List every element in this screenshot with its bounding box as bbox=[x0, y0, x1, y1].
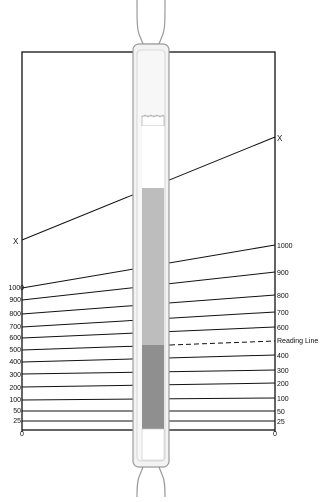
right-label-900: 900 bbox=[277, 270, 289, 277]
right-label-400: 400 bbox=[277, 353, 289, 360]
x-marker-left: X bbox=[13, 237, 19, 246]
right-label-200: 200 bbox=[277, 381, 289, 388]
tube-bottom-neck bbox=[136, 466, 166, 498]
stain-light bbox=[142, 188, 164, 345]
right-label-50: 50 bbox=[277, 409, 285, 416]
left-label-1000: 1000 bbox=[8, 285, 24, 292]
right-label-25: 25 bbox=[277, 419, 285, 426]
left-label-700: 700 bbox=[9, 324, 21, 331]
tube-top-neck bbox=[136, 0, 166, 45]
reading-line-label: Reading Line bbox=[277, 338, 318, 345]
left-label-300: 300 bbox=[9, 372, 21, 379]
right-label-300: 300 bbox=[277, 368, 289, 375]
tube-plug-bottom bbox=[141, 428, 165, 461]
left-label-200: 200 bbox=[9, 385, 21, 392]
right-label-700: 700 bbox=[277, 310, 289, 317]
left-label-900: 900 bbox=[9, 297, 21, 304]
left-label-800: 800 bbox=[9, 311, 21, 318]
right-label-0: 0 bbox=[273, 431, 277, 438]
stain-dark bbox=[142, 345, 164, 429]
reagent-unstained bbox=[142, 126, 164, 188]
tube-plug-top bbox=[141, 115, 165, 127]
right-label-800: 800 bbox=[277, 293, 289, 300]
reading-line-dashed bbox=[169, 340, 276, 346]
left-label-100: 100 bbox=[9, 397, 21, 404]
right-label-100: 100 bbox=[277, 396, 289, 403]
left-label-50: 50 bbox=[13, 408, 21, 415]
left-label-500: 500 bbox=[9, 347, 21, 354]
left-label-600: 600 bbox=[9, 335, 21, 342]
right-label-600: 600 bbox=[277, 325, 289, 332]
tube-plug-top-edge bbox=[141, 114, 165, 118]
x-marker-right: X bbox=[277, 134, 283, 143]
right-label-1000: 1000 bbox=[277, 243, 293, 250]
left-label-400: 400 bbox=[9, 359, 21, 366]
left-label-0: 0 bbox=[20, 431, 24, 438]
left-label-25: 25 bbox=[13, 418, 21, 425]
left-scale-labels: 1000 900 800 700 600 500 400 300 200 100… bbox=[8, 285, 24, 438]
detector-tube bbox=[132, 0, 170, 498]
right-scale-labels: 1000 900 800 700 600 Reading Line 400 30… bbox=[273, 243, 318, 438]
